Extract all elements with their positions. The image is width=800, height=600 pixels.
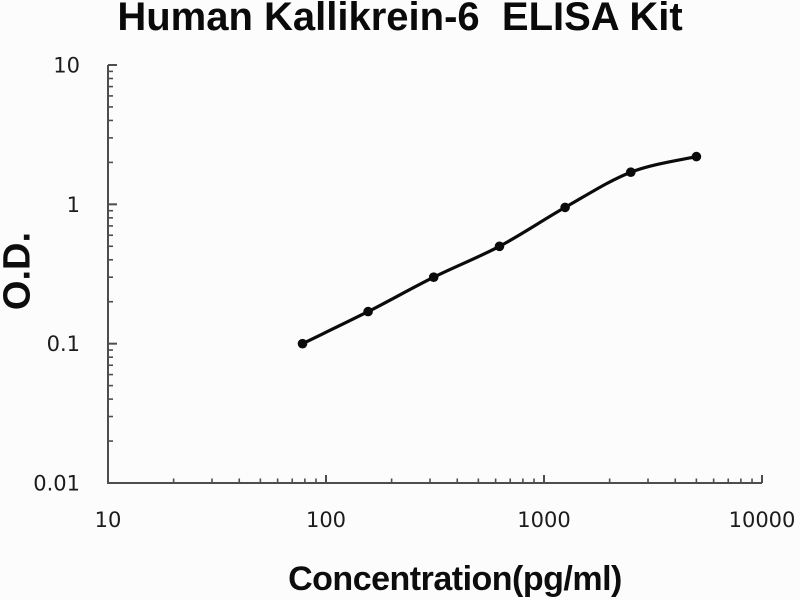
data-point-marker — [626, 167, 636, 177]
data-point-marker — [363, 306, 373, 317]
y-tick-label: 0.1 — [47, 332, 80, 356]
y-tick-label: 1 — [67, 193, 80, 217]
x-tick-label: 10 — [95, 508, 122, 532]
x-tick-label: 10000 — [729, 508, 796, 532]
x-tick-label: 100 — [306, 508, 346, 532]
data-point-marker — [691, 151, 702, 162]
y-tick-label: 0.01 — [33, 472, 80, 496]
x-axis-label: Concentration(pg/ml) — [288, 560, 622, 598]
data-point-marker — [494, 241, 505, 252]
y-tick-label: 10 — [53, 54, 80, 78]
data-point-marker — [428, 272, 439, 283]
data-point-marker — [560, 202, 570, 213]
data-point-marker — [297, 338, 308, 349]
x-tick-label: 1000 — [517, 508, 570, 532]
chart-title: Human Kallikrein-6 ELISA Kit — [117, 0, 683, 39]
